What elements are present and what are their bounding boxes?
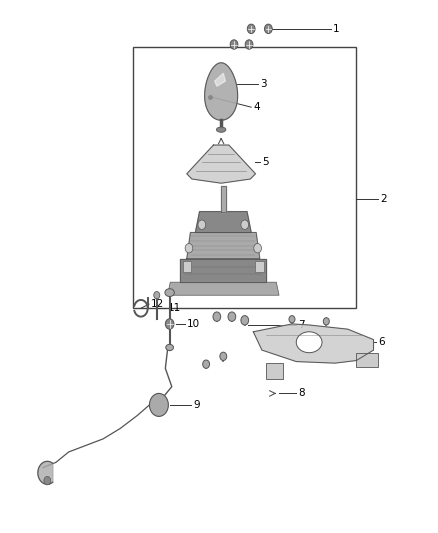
Circle shape — [323, 318, 329, 325]
Circle shape — [154, 292, 160, 299]
Text: 6: 6 — [378, 337, 385, 347]
Circle shape — [289, 316, 295, 323]
Ellipse shape — [216, 127, 226, 132]
Circle shape — [254, 244, 261, 253]
Circle shape — [203, 360, 209, 368]
Polygon shape — [215, 73, 226, 86]
Polygon shape — [38, 462, 53, 484]
Text: 5: 5 — [262, 157, 268, 167]
Polygon shape — [167, 282, 279, 295]
Circle shape — [198, 220, 206, 229]
Polygon shape — [205, 63, 238, 120]
Bar — [133, 47, 357, 308]
Circle shape — [241, 220, 249, 229]
Circle shape — [228, 312, 236, 321]
Text: 7: 7 — [298, 320, 305, 330]
Ellipse shape — [296, 332, 322, 353]
Polygon shape — [253, 324, 374, 363]
Polygon shape — [266, 363, 283, 379]
Circle shape — [220, 352, 227, 360]
Text: 10: 10 — [187, 319, 200, 329]
Text: 8: 8 — [298, 389, 305, 399]
Circle shape — [241, 316, 249, 325]
Polygon shape — [187, 145, 255, 183]
Text: 12: 12 — [151, 299, 164, 309]
Circle shape — [265, 24, 272, 34]
Polygon shape — [221, 185, 226, 212]
Text: 3: 3 — [260, 79, 266, 88]
Text: 1: 1 — [333, 24, 339, 34]
Ellipse shape — [165, 289, 174, 296]
Text: 11: 11 — [167, 303, 181, 313]
Circle shape — [185, 244, 193, 253]
Polygon shape — [183, 261, 191, 272]
Polygon shape — [195, 212, 251, 232]
Circle shape — [245, 40, 253, 49]
Text: 4: 4 — [253, 102, 260, 112]
Circle shape — [213, 312, 221, 321]
Text: 2: 2 — [380, 193, 387, 204]
Circle shape — [247, 24, 255, 34]
Polygon shape — [187, 232, 260, 259]
Circle shape — [149, 393, 168, 416]
Polygon shape — [180, 259, 266, 282]
Circle shape — [230, 40, 238, 49]
Polygon shape — [255, 261, 264, 272]
Circle shape — [166, 319, 174, 329]
Polygon shape — [357, 353, 378, 367]
Ellipse shape — [166, 344, 173, 351]
Circle shape — [44, 477, 51, 485]
Text: 9: 9 — [193, 400, 200, 410]
